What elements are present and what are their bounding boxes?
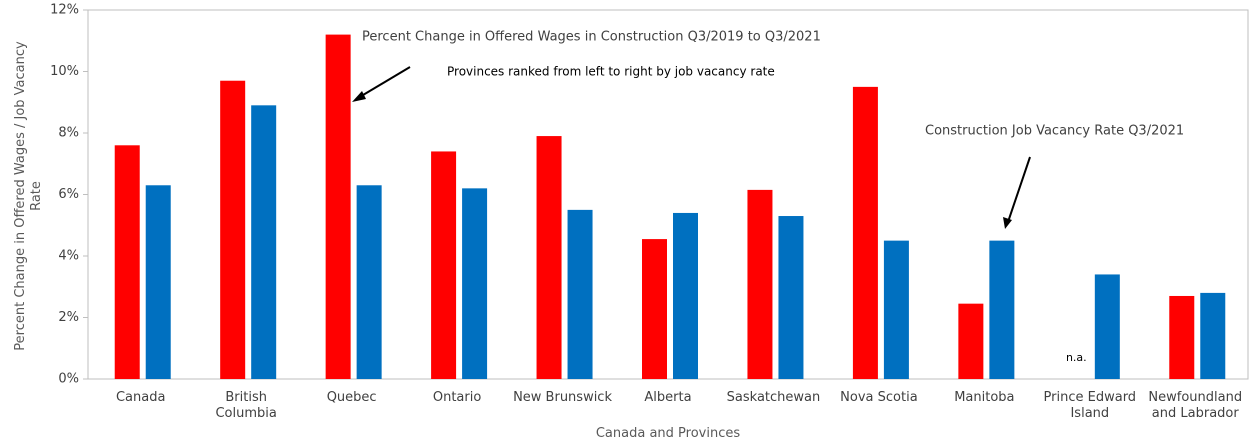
bar bbox=[1169, 295, 1195, 379]
y-tick-label: 6% bbox=[58, 187, 79, 202]
bar bbox=[251, 105, 277, 379]
bar bbox=[220, 80, 246, 379]
bar bbox=[1200, 292, 1226, 379]
bar bbox=[431, 151, 457, 379]
y-tick-label: 10% bbox=[50, 64, 79, 79]
x-tick-label: Quebec bbox=[326, 390, 377, 405]
x-tick-label: Manitoba bbox=[954, 390, 1015, 405]
bar bbox=[114, 145, 140, 379]
arrow bbox=[357, 66, 411, 99]
bar bbox=[325, 34, 351, 379]
arrow bbox=[1007, 156, 1031, 223]
bar bbox=[989, 240, 1015, 379]
x-tick-label: Newfoundland and Labrador bbox=[1148, 390, 1243, 421]
y-tick-label: 2% bbox=[58, 310, 79, 325]
bar bbox=[747, 189, 773, 379]
bar bbox=[462, 188, 488, 379]
bar bbox=[778, 216, 804, 379]
bar bbox=[1094, 274, 1120, 379]
bar bbox=[145, 185, 171, 379]
x-axis-title: Canada and Provinces bbox=[595, 426, 741, 441]
x-tick-label: New Brunswick bbox=[513, 390, 612, 405]
y-axis-title: Percent Change in Offered Wages / Job Va… bbox=[13, 41, 44, 351]
arrow-head bbox=[352, 91, 366, 102]
annotation: Provinces ranked from left to right by j… bbox=[447, 65, 775, 79]
bar bbox=[883, 240, 909, 379]
x-tick-label: Canada bbox=[115, 390, 166, 405]
x-tick-label: Saskatchewan bbox=[726, 390, 821, 405]
x-tick-label: Alberta bbox=[644, 390, 692, 405]
y-tick-label: 4% bbox=[58, 249, 79, 264]
value-label: n.a. bbox=[1066, 351, 1087, 364]
x-tick-label: Nova Scotia bbox=[840, 390, 918, 405]
bar bbox=[567, 209, 593, 379]
bar bbox=[673, 212, 698, 379]
bar bbox=[642, 239, 667, 379]
x-tick-label: Prince Edward Island bbox=[1043, 390, 1137, 421]
bar bbox=[356, 185, 382, 379]
bar bbox=[958, 303, 984, 379]
y-tick-label: 12% bbox=[50, 3, 79, 18]
arrow-head bbox=[1003, 217, 1012, 229]
series-annotation: Construction Job Vacancy Rate Q3/2021 bbox=[925, 124, 1184, 139]
bar bbox=[852, 86, 878, 379]
x-tick-label: British Columbia bbox=[215, 390, 277, 421]
x-tick-label: Ontario bbox=[432, 390, 482, 405]
bar bbox=[536, 136, 562, 379]
y-tick-label: 0% bbox=[58, 372, 79, 387]
y-tick-label: 8% bbox=[58, 126, 79, 141]
series-annotation: Percent Change in Offered Wages in Const… bbox=[362, 30, 821, 45]
